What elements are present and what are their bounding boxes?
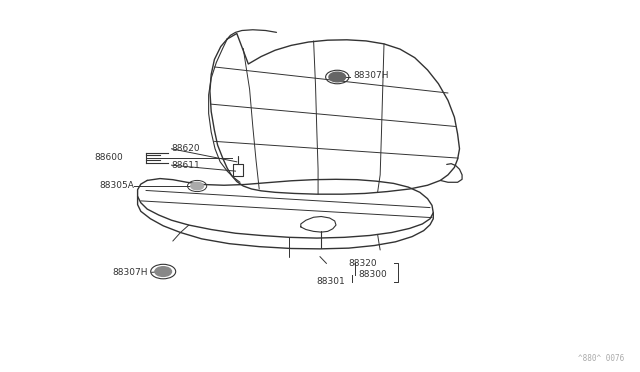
Text: 88307H: 88307H — [353, 71, 388, 80]
Text: 88300: 88300 — [358, 270, 387, 279]
Text: 88305A: 88305A — [99, 182, 134, 190]
Circle shape — [191, 182, 204, 190]
Text: 88320: 88320 — [349, 259, 378, 268]
Text: 88301: 88301 — [317, 277, 346, 286]
Text: 88307H: 88307H — [112, 268, 147, 277]
Text: 88620: 88620 — [172, 144, 200, 153]
Text: ^880^ 0076: ^880^ 0076 — [578, 354, 624, 363]
Circle shape — [329, 72, 346, 82]
Circle shape — [155, 267, 172, 276]
Text: 88611: 88611 — [172, 161, 200, 170]
Text: 88600: 88600 — [95, 153, 124, 162]
